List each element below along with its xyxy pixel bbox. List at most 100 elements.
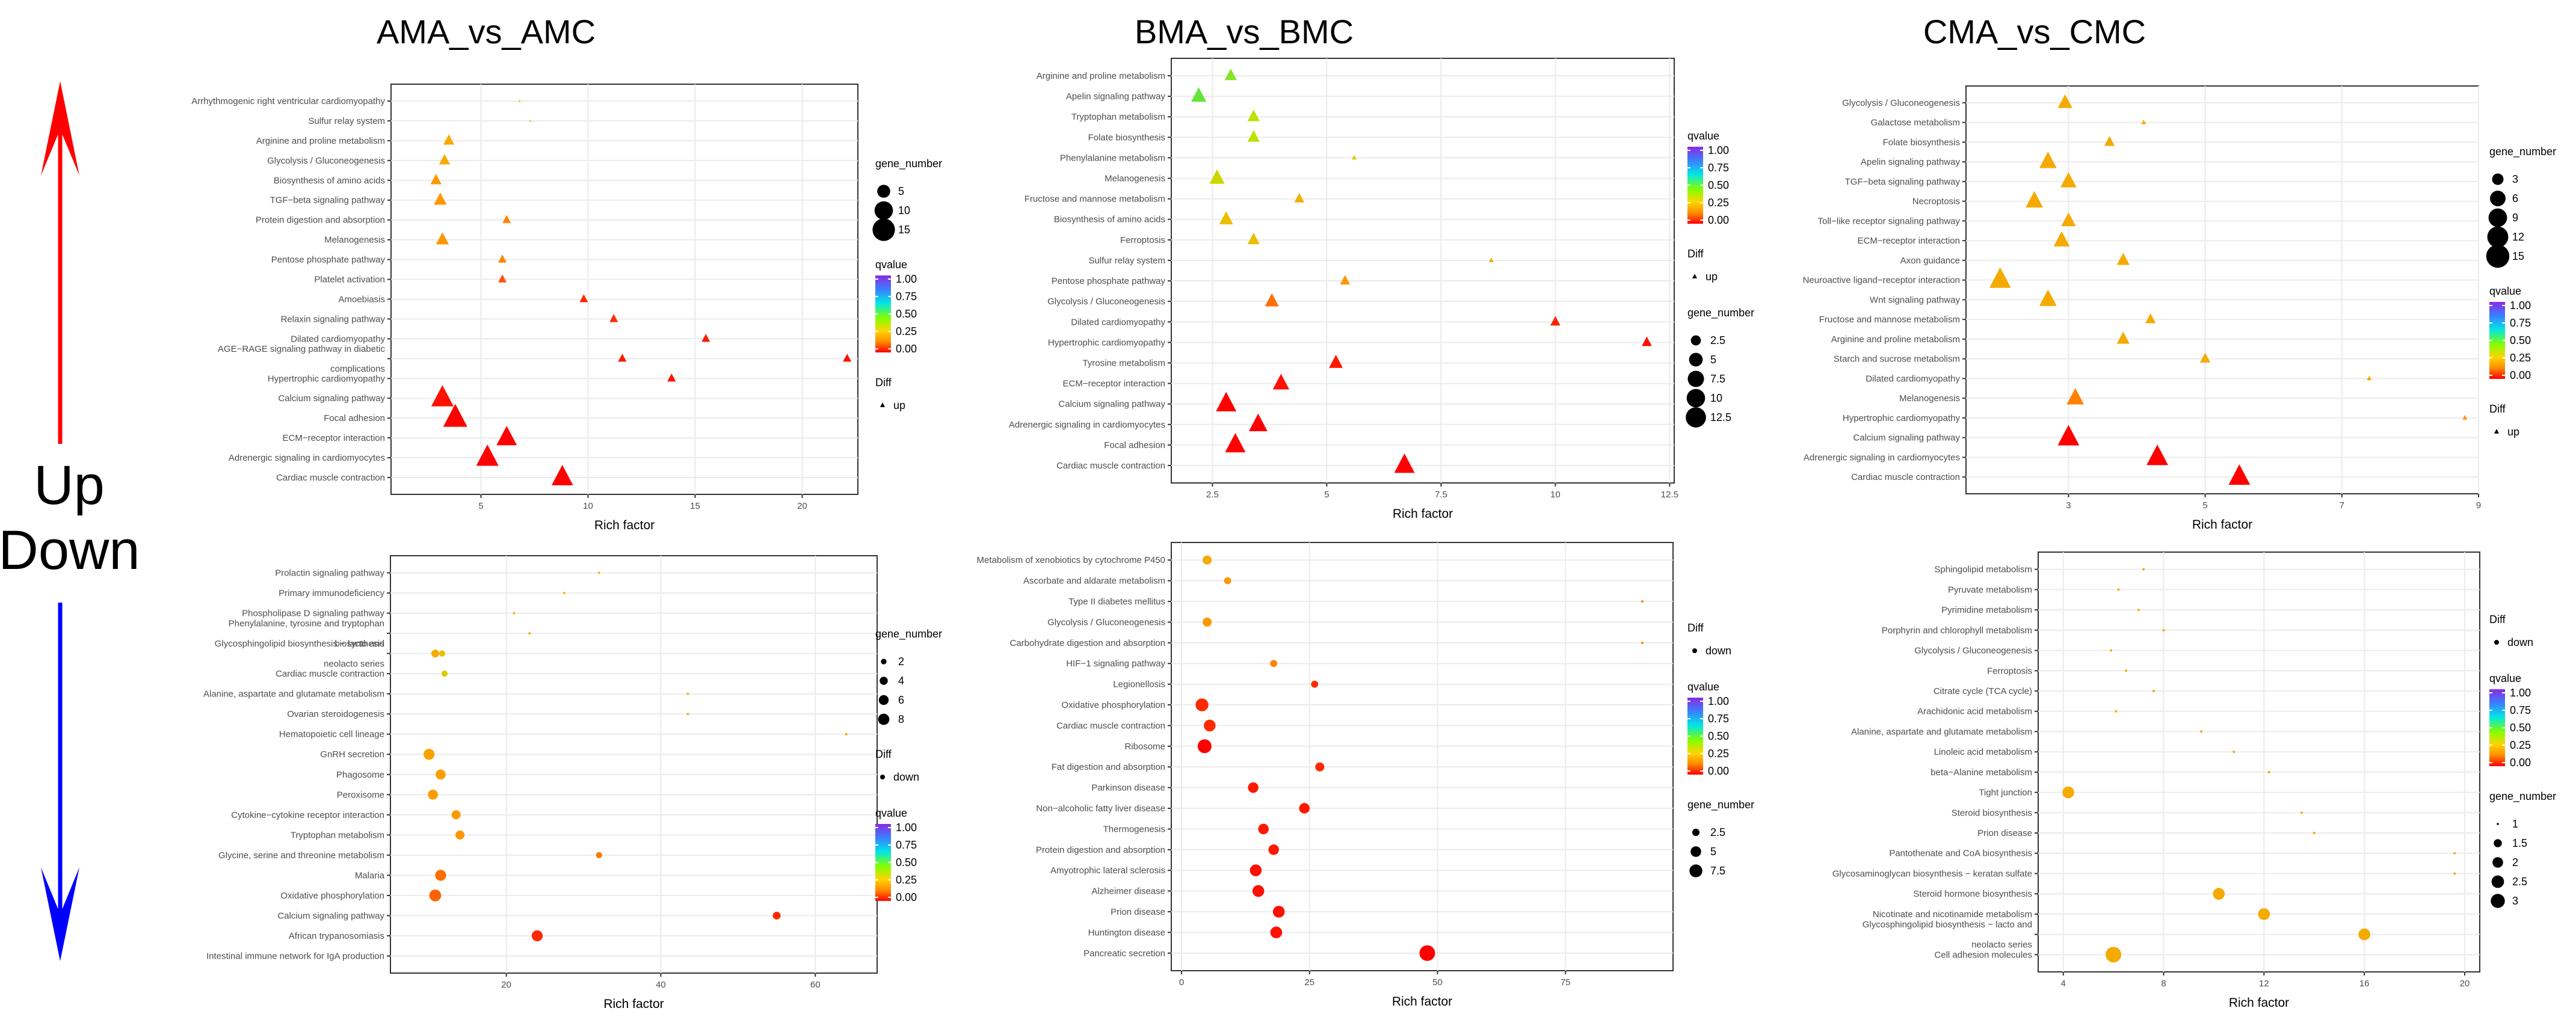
pathway-label: Tight junction <box>1979 788 2032 798</box>
legend-gene-label: 2.5 <box>1710 334 1725 346</box>
data-point <box>2039 289 2057 306</box>
pathway-label: African trypanosomiasis <box>289 931 384 941</box>
pathway-label: Huntington disease <box>1088 927 1165 938</box>
x-tick-label: 5 <box>2202 500 2207 511</box>
legend-gene-label: 9 <box>2512 212 2518 224</box>
x-tick-label: 5 <box>1324 490 1329 500</box>
qvalue-tick-label: 0.50 <box>2510 334 2531 346</box>
x-tick-label: 12.5 <box>1661 490 1678 500</box>
data-point <box>1225 432 1246 453</box>
pathway-label: Cardiac muscle contraction <box>276 669 384 679</box>
x-tick-label: 60 <box>810 980 821 990</box>
plot-area <box>1171 542 1674 971</box>
data-point <box>1248 413 1268 431</box>
pathway-label: Citrate cycle (TCA cycle) <box>1934 686 2032 696</box>
pathway-label: Prion disease <box>1111 907 1165 917</box>
data-point <box>1224 577 1231 585</box>
data-point <box>2057 425 2080 446</box>
legend-gene-label: 2.5 <box>1710 826 1725 838</box>
data-point <box>2116 253 2130 265</box>
data-point <box>476 444 499 466</box>
legend-gene-label: 5 <box>1710 354 1716 366</box>
panel-title-bma: BMA_vs_BMC <box>1135 13 1354 51</box>
pathway-label: Cell adhesion molecules <box>1934 950 2032 960</box>
legend-title-qvalue: qvalue <box>875 259 907 271</box>
legend-gene-key <box>1687 370 1704 387</box>
panel-ama-up: 5 10 15 20 Arrhythmogenic right ventricular … <box>191 84 942 532</box>
data-point <box>2232 751 2236 754</box>
legend-diff-key <box>880 775 885 779</box>
x-tick-label: 75 <box>1561 977 1571 988</box>
pathway-label: Glycosphingolipid biosynthesis − lacto a… <box>215 639 384 669</box>
legend-diff-key <box>2494 429 2499 434</box>
pathway-label: Phenylalanine, tyrosine and tryptophan bi… <box>229 618 384 649</box>
qvalue-tick-label: 0.50 <box>896 308 917 320</box>
pathway-label: Intestinal immune network for IgA produc… <box>206 951 384 962</box>
legend-gene-key <box>2490 191 2506 206</box>
data-point <box>1195 698 1209 711</box>
data-point <box>1989 267 2011 288</box>
pathway-label: Type II diabetes mellitus <box>1068 597 1165 607</box>
pathway-label: Tryptophan metabolism <box>1071 112 1165 122</box>
data-point <box>686 713 689 716</box>
legend-gene-label: 6 <box>898 694 904 706</box>
data-point <box>424 749 435 760</box>
data-point <box>441 670 448 677</box>
pathway-label: beta−Alanine metabolism <box>1930 767 2032 778</box>
plot-area <box>390 84 858 495</box>
legend-diff-label: up <box>893 399 905 411</box>
qvalue-tick-label: 0.75 <box>1708 162 1729 174</box>
data-point <box>1352 155 1357 160</box>
panel-bma-up: 2.5 5 7.5 10 12.5 Arginine and proline metabo… <box>1009 58 1754 521</box>
pathway-label: Ferroptosis <box>1987 666 2032 676</box>
pathway-label: Folate biosynthesis <box>1088 132 1165 143</box>
data-point <box>2146 444 2169 465</box>
panel-title-ama: AMA_vs_AMC <box>377 13 596 51</box>
pathway-label: GnRH secretion <box>320 749 384 760</box>
qvalue-tick-label: 0.75 <box>2510 317 2531 329</box>
legend-title-diff: Diff <box>1687 622 1704 634</box>
pathway-label: Glycine, serine and threonine metabolism <box>218 850 384 861</box>
data-point <box>451 810 461 820</box>
pathway-label: Peroxisome <box>337 790 384 800</box>
pathway-label: Neuroactive ligand−receptor interaction <box>1803 275 1960 286</box>
data-point <box>502 215 511 223</box>
pathway-label: Alanine, aspartate and glutamate metabol… <box>203 689 384 699</box>
pathway-label: Oxidative phosphorylation <box>280 891 384 901</box>
x-tick-label: 7.5 <box>1435 490 1447 500</box>
data-point <box>667 373 676 382</box>
data-point <box>2124 669 2127 672</box>
legend-gene-key <box>880 677 888 685</box>
pathway-label: Sulfur relay system <box>1088 256 1165 266</box>
legend-title-qvalue: qvalue <box>2489 672 2521 684</box>
pathway-label: Cardiac muscle contraction <box>1851 472 1960 482</box>
pathway-label: Apelin signaling pathway <box>1066 91 1166 102</box>
legend-title-diff: Diff <box>875 748 892 760</box>
data-point <box>431 650 439 658</box>
pathway-label-line: neolacto series <box>324 659 384 669</box>
data-point <box>1252 885 1265 897</box>
legend-gene-key <box>2488 208 2507 227</box>
x-tick-label: 10 <box>583 501 593 511</box>
qvalue-tick-label: 0.00 <box>2510 757 2531 769</box>
pathway-label: Ascorbate and aldarate metabolism <box>1023 576 1165 586</box>
data-point <box>1642 336 1652 346</box>
x-tick-label: 20 <box>2460 979 2470 989</box>
pathway-label: Axon guidance <box>1900 256 1960 266</box>
data-point <box>1203 555 1212 565</box>
pathway-label: Hypertrophic cardiomyopathy <box>1843 413 1961 423</box>
pathway-label: Fat digestion and absorption <box>1052 762 1165 772</box>
data-point <box>2267 770 2270 773</box>
data-point <box>579 294 588 303</box>
legend-gene-label: 12 <box>2512 231 2524 243</box>
data-point <box>443 404 467 427</box>
legend-title-gene-number: gene_number <box>875 158 942 170</box>
pathway-label: Fructose and mannose metabolism <box>1819 315 1960 325</box>
pathway-label: Focal adhesion <box>324 413 385 423</box>
legend-gene-label: 3 <box>2512 895 2518 907</box>
pathway-label: TGF−beta signaling pathway <box>1845 177 1961 187</box>
pathway-label-line: neolacto series <box>1971 939 2032 950</box>
pathway-label: Melanogenesis <box>1899 393 1960 404</box>
legend-title-qvalue: qvalue <box>1687 130 1719 142</box>
x-axis-title: Rich factor <box>2229 996 2289 1010</box>
